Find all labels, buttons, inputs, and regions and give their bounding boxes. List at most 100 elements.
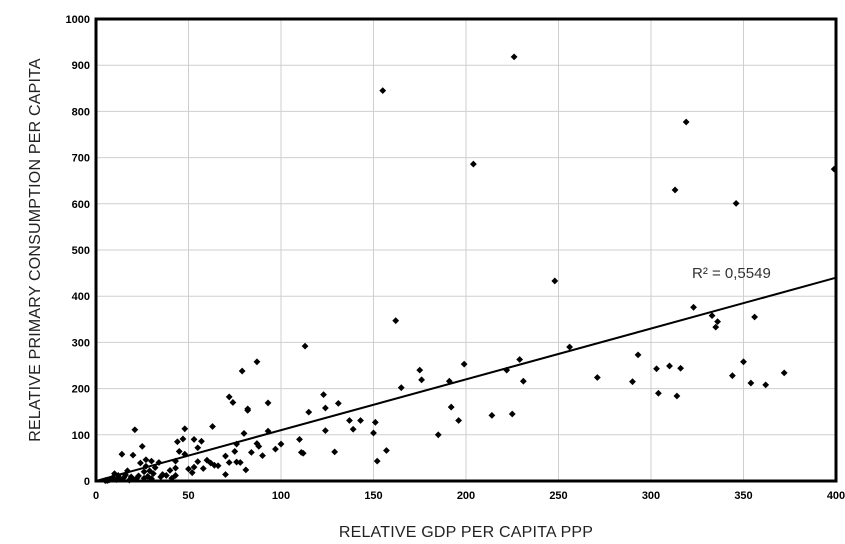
data-point (264, 427, 272, 435)
y-tick-label: 200 (72, 384, 90, 396)
data-point (629, 378, 636, 386)
data-point (225, 459, 233, 466)
data-point (209, 423, 216, 430)
data-point (244, 406, 252, 414)
data-point (194, 444, 202, 452)
x-tick-label: 0 (93, 490, 99, 502)
y-axis-title: RELATIVE PRIMARY CONSUMPTION PER CAPITA (27, 58, 44, 442)
data-point (198, 437, 205, 445)
data-point (714, 318, 721, 326)
y-tick-label: 100 (72, 430, 90, 442)
data-point (508, 410, 516, 418)
data-point (434, 431, 442, 439)
data-point (120, 474, 128, 482)
data-point (242, 466, 250, 474)
data-point (305, 408, 313, 416)
data-point (207, 459, 215, 467)
data-point (185, 465, 192, 473)
data-point (373, 457, 381, 465)
data-point (124, 467, 131, 475)
data-point (277, 440, 285, 448)
y-tick-label: 700 (72, 153, 90, 165)
y-tick-label: 800 (72, 106, 90, 118)
data-point (346, 417, 353, 424)
plot-frame (94, 17, 838, 483)
data-point (240, 430, 248, 437)
data-point (460, 360, 468, 368)
data-point (188, 469, 196, 477)
data-point (264, 399, 272, 407)
data-point (732, 199, 740, 207)
data-point (211, 461, 218, 469)
data-point (190, 436, 198, 443)
r-squared-annotation: R² = 0,5549 (692, 265, 771, 282)
data-point (519, 377, 527, 385)
data-point (194, 458, 202, 465)
data-point (238, 367, 246, 375)
data-point (551, 277, 559, 285)
y-tick-label: 300 (72, 337, 90, 349)
data-point (677, 364, 684, 372)
data-point (370, 429, 377, 437)
data-point (214, 462, 222, 470)
data-point (203, 456, 211, 464)
data-point (322, 427, 329, 435)
trendline (95, 276, 837, 482)
data-point (634, 351, 642, 359)
data-point (655, 389, 662, 397)
x-tick-label: 150 (364, 490, 382, 502)
data-point (566, 343, 573, 351)
gridlines (95, 18, 837, 482)
data-point (510, 53, 518, 61)
data-point (116, 475, 124, 483)
tick-labels: 0 50 100 150 200 250 300 350 400 0 100 200 300 400 500… (66, 14, 845, 502)
data-point (140, 468, 148, 476)
data-point (673, 392, 681, 400)
data-point (253, 440, 261, 447)
data-point (142, 456, 150, 464)
data-point (682, 118, 690, 126)
data-point (296, 436, 303, 443)
data-point (229, 399, 237, 406)
data-point (253, 358, 261, 366)
data-point (320, 391, 327, 399)
data-point (666, 362, 673, 370)
x-tick-label: 200 (457, 490, 475, 502)
data-point (148, 457, 155, 465)
data-point (138, 442, 146, 450)
data-point (233, 458, 240, 466)
data-point (751, 313, 758, 321)
data-point (225, 393, 233, 401)
data-point (331, 448, 339, 456)
data-point (148, 475, 155, 483)
data-point (199, 465, 207, 472)
data-point (231, 448, 239, 455)
data-point (118, 450, 126, 458)
data-point (166, 466, 174, 474)
data-point (416, 366, 424, 374)
data-point (455, 417, 462, 424)
data-point (190, 463, 198, 471)
data-point (418, 376, 425, 384)
y-tick-label: 600 (72, 199, 90, 211)
y-tick-label: 400 (72, 291, 90, 303)
y-tick-label: 500 (72, 245, 90, 257)
data-point (172, 472, 179, 479)
x-tick-label: 250 (549, 490, 567, 502)
y-tick-label: 900 (72, 60, 90, 72)
data-point (222, 452, 229, 460)
data-point (301, 342, 309, 350)
x-tick-label: 50 (182, 490, 194, 502)
data-point (740, 358, 747, 366)
data-point (762, 381, 770, 389)
data-point (447, 403, 455, 411)
data-point (653, 365, 660, 373)
data-point (488, 411, 496, 419)
data-point (172, 464, 179, 472)
data-point (371, 418, 379, 426)
x-axis-title: RELATIVE GDP PER CAPITA PPP (339, 524, 593, 541)
data-point (780, 369, 788, 377)
data-point (129, 451, 137, 459)
x-tick-label: 350 (734, 490, 752, 502)
